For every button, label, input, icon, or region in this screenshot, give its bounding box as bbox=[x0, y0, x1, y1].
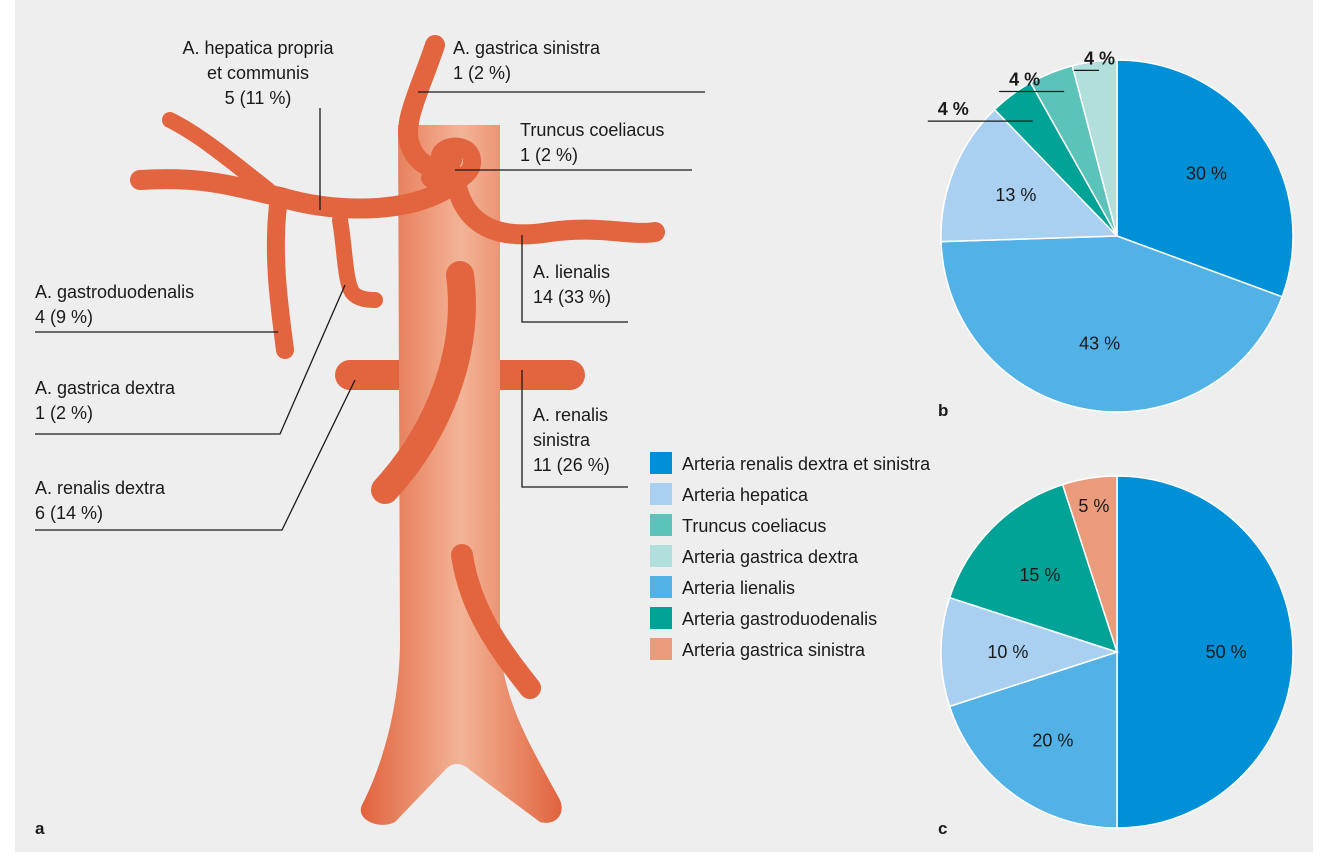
label: A. renalis dextra bbox=[35, 478, 166, 498]
label: A. gastroduodenalis bbox=[35, 282, 194, 302]
figure: A. hepatica propria et communis 5 (11 %)… bbox=[0, 0, 1328, 864]
label: 5 (11 %) bbox=[225, 88, 292, 108]
legend-label: Arteria gastrica dextra bbox=[682, 547, 859, 567]
panel-letter: b bbox=[938, 401, 948, 420]
label: 14 (33 %) bbox=[533, 287, 611, 307]
legend-label: Arteria gastrica sinistra bbox=[682, 640, 866, 660]
legend-swatch bbox=[650, 452, 672, 474]
panel-letter: a bbox=[35, 819, 45, 838]
gastroduodenalis bbox=[276, 205, 285, 350]
legend-swatch bbox=[650, 545, 672, 567]
legend-swatch bbox=[650, 638, 672, 660]
label: 1 (2 %) bbox=[520, 145, 578, 165]
label: A. renalis bbox=[533, 405, 608, 425]
legend-label: Arteria hepatica bbox=[682, 485, 809, 505]
legend-swatch bbox=[650, 576, 672, 598]
slice-label: 15 % bbox=[1019, 565, 1060, 585]
label: Truncus coeliacus bbox=[520, 120, 664, 140]
legend-swatch bbox=[650, 514, 672, 536]
slice-label: 13 % bbox=[995, 185, 1036, 205]
label: 4 (9 %) bbox=[35, 307, 93, 327]
slice-label: 10 % bbox=[987, 642, 1028, 662]
label: 1 (2 %) bbox=[453, 63, 511, 83]
panel-letter: c bbox=[938, 819, 947, 838]
legend-label: Arteria renalis dextra et sinistra bbox=[682, 454, 931, 474]
legend-label: Arteria lienalis bbox=[682, 578, 795, 598]
legend-swatch bbox=[650, 483, 672, 505]
label: sinistra bbox=[533, 430, 591, 450]
label: et communis bbox=[207, 63, 309, 83]
slice-label: 5 % bbox=[1078, 496, 1109, 516]
slice-label: 4 % bbox=[1009, 69, 1040, 89]
label: A. gastrica sinistra bbox=[453, 38, 601, 58]
slice-label: 30 % bbox=[1186, 164, 1227, 184]
slice-label: 50 % bbox=[1206, 642, 1247, 662]
label: A. gastrica dextra bbox=[35, 378, 176, 398]
label: A. lienalis bbox=[533, 262, 610, 282]
label: A. hepatica propria bbox=[182, 38, 334, 58]
slice-label: 4 % bbox=[938, 99, 969, 119]
legend-swatch bbox=[650, 607, 672, 629]
label: 1 (2 %) bbox=[35, 403, 93, 423]
label: 6 (14 %) bbox=[35, 503, 103, 523]
slice-label: 43 % bbox=[1079, 334, 1120, 354]
slice-label: 4 % bbox=[1084, 48, 1115, 68]
label: 11 (26 %) bbox=[533, 455, 610, 475]
slice-label: 20 % bbox=[1032, 730, 1073, 750]
legend-label: Truncus coeliacus bbox=[682, 516, 826, 536]
legend-label: Arteria gastroduodenalis bbox=[682, 609, 877, 629]
